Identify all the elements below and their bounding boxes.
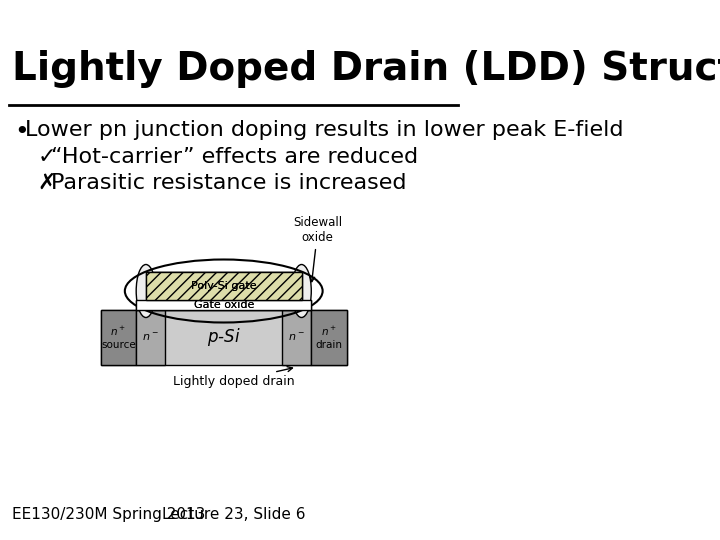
Bar [101,310,347,365]
Text: Lightly Doped Drain (LDD) Structure: Lightly Doped Drain (LDD) Structure [12,50,720,88]
Bar [136,310,166,365]
Text: •: • [14,120,29,144]
Bar [136,300,311,310]
Text: ✓: ✓ [37,147,56,167]
Text: ✗: ✗ [37,173,56,193]
Ellipse shape [292,265,311,318]
Text: “Hot-carrier” effects are reduced: “Hot-carrier” effects are reduced [50,147,418,167]
Text: $n^-$: $n^-$ [143,332,159,343]
Text: Parasitic resistance is increased: Parasitic resistance is increased [50,173,406,193]
Text: $n^+$
source: $n^+$ source [101,325,136,350]
Bar [146,272,302,300]
Text: Sidewall
oxide: Sidewall oxide [293,216,342,282]
Text: $p$-Si: $p$-Si [207,327,240,348]
Text: Lecture 23, Slide 6: Lecture 23, Slide 6 [162,507,305,522]
Text: $n^-$: $n^-$ [288,332,305,343]
Text: $n^+$
drain: $n^+$ drain [315,325,343,350]
Text: Lower pn junction doping results in lower peak E-field: Lower pn junction doping results in lowe… [24,120,623,140]
Text: Lightly doped drain: Lightly doped drain [173,367,294,388]
Bar [146,272,302,300]
Text: Gate oxide: Gate oxide [194,300,254,310]
Text: Poly-Si gate: Poly-Si gate [191,281,256,291]
Text: EE130/230M Spring 2013: EE130/230M Spring 2013 [12,507,205,522]
Bar [146,272,302,300]
Bar [282,310,311,365]
Ellipse shape [136,265,156,318]
Text: Poly-Si gate: Poly-Si gate [191,281,256,291]
Text: Gate oxide: Gate oxide [194,300,254,310]
Bar [101,310,136,365]
Bar [136,300,311,310]
Bar [311,310,347,365]
